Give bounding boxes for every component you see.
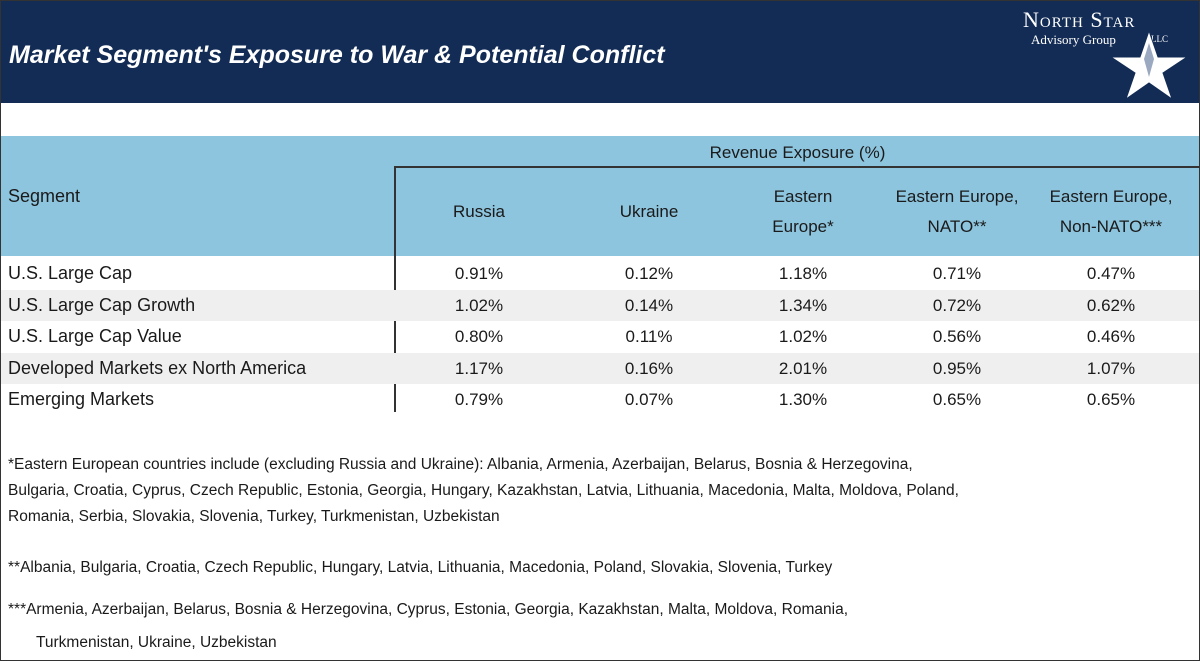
column-header: Eastern — [773, 187, 833, 206]
table-cell: 0.46% — [1086, 327, 1136, 346]
table-cell: 1.02% — [454, 295, 504, 315]
segment-name: U.S. Large Cap — [8, 263, 133, 283]
segment-name: Emerging Markets — [8, 389, 155, 409]
column-header: Non-NATO*** — [1059, 217, 1163, 236]
table-cell: 1.34% — [778, 295, 828, 315]
header-banner — [1, 1, 1199, 103]
table-cell: 0.79% — [454, 390, 504, 409]
logo-star — [1109, 29, 1189, 101]
table-cell: 0.80% — [454, 327, 504, 346]
table-cell: 0.07% — [624, 390, 674, 409]
column-header: Russia — [453, 202, 505, 221]
segment-name: U.S. Large Cap Value — [8, 326, 182, 346]
column-header: Europe* — [772, 217, 834, 236]
column-header: Eastern Europe, — [895, 187, 1019, 206]
table-cell: 0.62% — [1086, 295, 1136, 315]
table-cell: 0.56% — [932, 327, 982, 346]
header-rule — [395, 166, 1199, 168]
group-header: Revenue Exposure (%) — [709, 143, 886, 162]
table-cell: 0.65% — [932, 390, 982, 409]
table-cell: 0.47% — [1086, 264, 1136, 283]
segment-name: U.S. Large Cap Growth — [8, 294, 196, 315]
table-cell: 0.12% — [624, 264, 674, 283]
footnote: *Eastern European countries include (exc… — [8, 456, 913, 473]
footnote: Bulgaria, Croatia, Cyprus, Czech Republi… — [8, 482, 959, 499]
column-divider — [394, 166, 396, 412]
table-cell: 2.01% — [778, 358, 828, 378]
table-cell: 1.30% — [778, 390, 828, 409]
table-cell: 0.65% — [1086, 390, 1136, 409]
logo-subtitle: Advisory Group — [1031, 32, 1116, 47]
row-stripe — [1, 289, 1199, 321]
table-cell: 0.95% — [932, 358, 982, 378]
table-cell: 0.11% — [625, 327, 673, 346]
footnote: ***Armenia, Azerbaijan, Belarus, Bosnia … — [8, 601, 849, 618]
table-cell: 0.71% — [932, 264, 982, 283]
segment-name: Developed Markets ex North America — [8, 357, 307, 378]
footnote: Romania, Serbia, Slovakia, Slovenia, Tur… — [8, 508, 500, 525]
table-cell: 1.18% — [778, 264, 828, 283]
table-cell: 1.07% — [1086, 358, 1136, 378]
logo-suffix: LLC — [1151, 34, 1168, 44]
table-cell: 0.91% — [454, 264, 504, 283]
footnote: Turkmenistan, Ukraine, Uzbekistan — [36, 634, 277, 651]
column-header: NATO** — [927, 217, 987, 236]
column-header: Eastern Europe, — [1049, 187, 1173, 206]
table-cell: 0.16% — [624, 358, 674, 378]
logo-name: North Star — [1023, 7, 1136, 32]
table-cell: 0.14% — [624, 295, 674, 315]
column-header: Ukraine — [619, 202, 679, 221]
table-cell: 0.72% — [932, 295, 982, 315]
table-cell: 1.17% — [454, 358, 504, 378]
segment-header: Segment — [8, 186, 81, 206]
table-cell: 1.02% — [778, 327, 828, 346]
row-stripe — [1, 352, 1199, 384]
footnote: **Albania, Bulgaria, Croatia, Czech Repu… — [8, 559, 833, 576]
title: Market Segment's Exposure to War & Poten… — [9, 41, 665, 69]
table-header — [1, 136, 1199, 256]
